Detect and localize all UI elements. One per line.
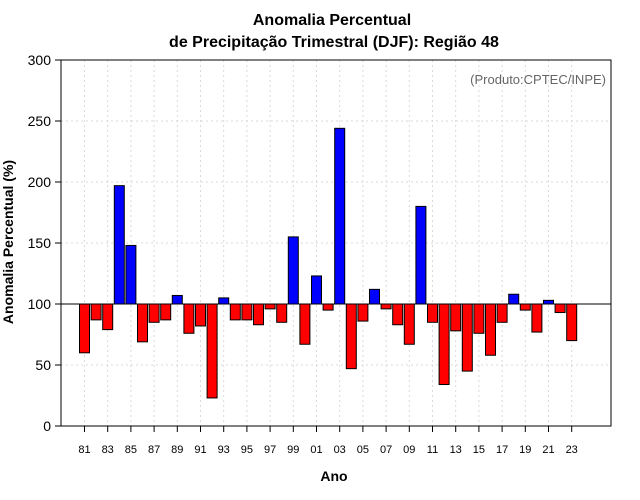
bar-01 [311,275,322,305]
bar-86 [137,303,148,343]
bar-87 [148,303,160,323]
bars [79,127,578,399]
bar-05 [357,303,369,322]
bar-88 [160,303,172,321]
bar-04 [345,303,357,370]
x-axis: 81 83 85 87 89 91 93 95 97 99 01 03 05 07 09 11 13 15 17 19… [78,426,578,456]
bar-19 [519,303,531,311]
bar-82 [90,303,102,321]
y-axis: 0 50 100 150 200 250 300 [28,52,61,434]
bar-97 [264,303,276,310]
bar-07 [380,303,392,310]
bar-92 [206,303,218,399]
bar-03 [334,127,346,305]
x-tick-label: 03 [334,444,346,456]
x-tick-label: 97 [264,444,276,456]
bar-90 [183,303,195,334]
bar-09 [403,303,415,345]
x-tick-label: 85 [125,444,137,456]
x-axis-label: Ano [320,468,347,484]
y-tick-label: 300 [28,52,52,68]
x-tick-label: 87 [148,444,160,456]
x-tick-label: 19 [519,444,531,456]
bar-83 [102,303,114,331]
bar-17 [496,303,508,323]
bar-02 [322,303,334,311]
bar-84 [113,185,125,305]
product-credit: (Produto:CPTEC/INPE) [470,72,606,87]
bar-94 [229,303,241,321]
x-tick-label: 15 [473,444,485,456]
x-tick-label: 83 [102,444,114,456]
x-tick-label: 23 [566,444,578,456]
bar-93 [218,297,230,305]
x-tick-label: 95 [241,444,253,456]
y-tick-label: 250 [28,113,52,129]
bar-15 [473,303,485,334]
x-tick-label: 17 [496,444,508,456]
bar-13 [450,303,462,332]
bar-85 [125,244,137,305]
y-tick-label: 0 [43,418,51,434]
bar-06 [369,288,380,305]
bar-89 [171,294,183,305]
bar-12 [438,303,450,386]
x-tick-label: 81 [78,444,90,456]
bar-23 [566,303,578,342]
bar-10 [415,205,427,305]
bar-95 [241,303,253,321]
bar-96 [253,303,264,326]
x-tick-label: 91 [194,444,206,456]
bar-00 [299,303,311,345]
x-tick-label: 05 [357,444,369,456]
bar-14 [461,303,473,372]
x-tick-label: 11 [427,444,438,456]
x-tick-label: 93 [218,444,230,456]
x-tick-label: 99 [287,444,299,456]
x-tick-label: 21 [542,444,554,456]
bar-21 [543,299,554,305]
bar-11 [427,303,438,323]
x-tick-label: 09 [403,444,415,456]
y-tick-label: 150 [28,235,52,251]
chart-title: Anomalia Percentual [253,12,411,29]
x-tick-label: 07 [380,444,392,456]
y-tick-label: 100 [28,296,52,312]
bar-98 [276,303,288,323]
y-tick-label: 200 [28,174,52,190]
bar-16 [485,303,496,356]
bar-18 [508,293,520,305]
bar-81 [79,303,90,354]
x-tick-label: 01 [310,444,322,456]
x-tick-label: 89 [171,444,183,456]
y-tick-label: 50 [35,357,51,373]
bar-20 [531,303,543,333]
y-axis-label: Anomalia Percentual (%) [0,160,16,324]
bar-99 [287,236,299,305]
x-tick-label: 13 [450,444,462,456]
chart-subtitle: de Precipitação Trimestral (DJF): Região… [169,34,499,51]
bar-08 [392,303,404,326]
bar-22 [554,303,566,314]
bar-91 [195,303,206,327]
